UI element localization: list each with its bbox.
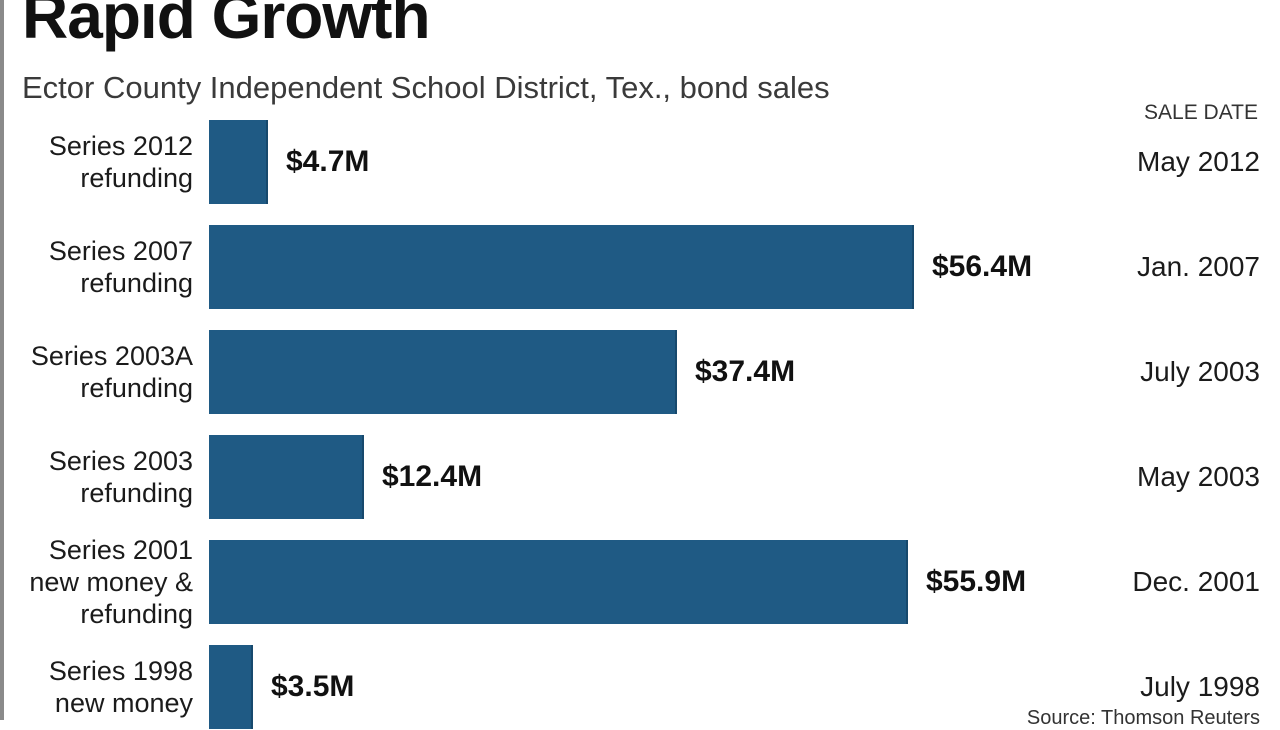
value-label: $3.5M [271,670,355,703]
left-frame-rule [0,0,4,720]
category-label-line: Series 2001 [48,535,193,565]
sale-date-label: May 2003 [1137,461,1260,492]
bar [209,225,914,309]
category-label: Series 2007 refunding [0,235,193,299]
category-label-line: Series 1998 [48,656,193,686]
bar [209,435,364,519]
category-label: Series 2001 new money & refunding [0,534,193,630]
category-label-line: Series 2003 [48,446,193,476]
category-label-line: Series 2012 [48,131,193,161]
category-label-line: refunding [80,599,193,629]
category-label: Series 2003A refunding [0,340,193,404]
chart-subtitle: Ector County Independent School District… [22,70,830,105]
bar [209,330,677,414]
sale-date-label: Jan. 2007 [1137,251,1260,282]
sale-date-label: July 2003 [1140,356,1260,387]
category-label-line: refunding [80,373,193,403]
category-label-line: new money [54,688,193,718]
category-label: Series 2003 refunding [0,445,193,509]
value-label: $4.7M [286,145,370,178]
value-label: $12.4M [382,460,483,493]
bar [209,645,253,729]
bar [209,120,268,204]
sale-date-label: May 2012 [1137,146,1260,177]
category-label: Series 1998 new money [0,655,193,719]
category-label-line: refunding [80,268,193,298]
value-label: $37.4M [695,355,796,388]
value-label: $55.9M [926,565,1027,598]
category-label-line: Series 2003A [30,341,193,371]
category-label: Series 2012 refunding [0,130,193,194]
category-label-line: Series 2007 [48,236,193,266]
category-label-line: refunding [80,163,193,193]
chart-title: Rapid Growth [22,0,431,52]
sale-date-label: Dec. 2001 [1132,566,1260,597]
value-label: $56.4M [932,250,1033,283]
category-label-line: refunding [80,478,193,508]
source-note: Source: Thomson Reuters [1026,707,1260,729]
sale-date-header: SALE DATE [1144,101,1258,124]
bar [209,540,908,624]
sale-date-label: July 1998 [1140,671,1260,702]
category-label-line: new money & [29,567,193,597]
